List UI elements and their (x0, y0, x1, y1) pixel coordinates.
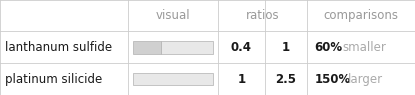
Text: smaller: smaller (343, 41, 387, 54)
Bar (161, 41, 213, 54)
Text: larger: larger (348, 73, 383, 86)
Bar (133, 73, 213, 86)
Text: ratios: ratios (246, 9, 279, 22)
Text: comparisons: comparisons (324, 9, 398, 22)
Text: 2.5: 2.5 (276, 73, 296, 86)
Text: 0.4: 0.4 (231, 41, 252, 54)
Text: 60%: 60% (315, 41, 343, 54)
Text: 1: 1 (282, 41, 290, 54)
Text: platinum silicide: platinum silicide (5, 73, 102, 86)
Bar (133, 41, 161, 54)
Text: 150%: 150% (315, 73, 351, 86)
Text: visual: visual (156, 9, 190, 22)
Text: lanthanum sulfide: lanthanum sulfide (5, 41, 112, 54)
Text: 1: 1 (237, 73, 245, 86)
